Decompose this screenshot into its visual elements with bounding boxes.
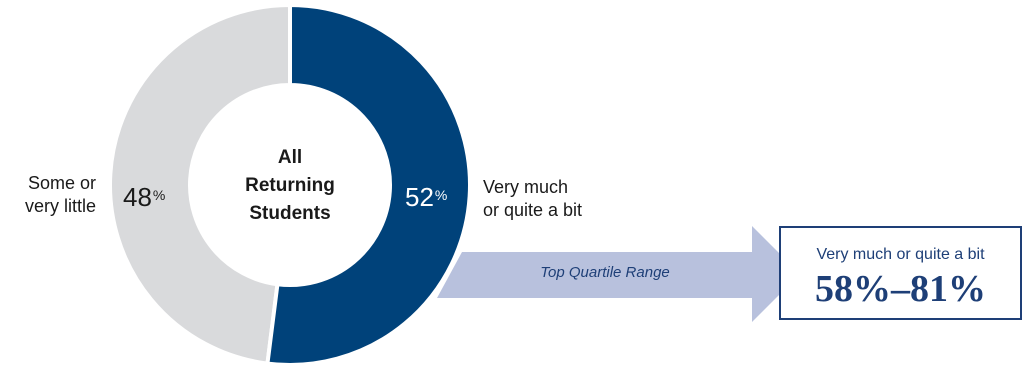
slice-label-low-line-1: Some or — [27, 173, 96, 193]
slice-value-high-suffix: % — [434, 187, 448, 203]
slice-value-low: 48 — [123, 182, 152, 212]
range-value: 58%–81% — [815, 268, 986, 310]
center-label: All Returning Students — [232, 144, 348, 228]
donut-slice-low — [108, 2, 292, 366]
slice-value-high: 52 — [405, 182, 434, 212]
arrow-label: Top Quartile Range — [540, 264, 670, 281]
donut-slice-high — [265, 2, 472, 367]
slice-label-high-line-2: or quite a bit — [483, 200, 583, 220]
range-caption: Very much or quite a bit — [816, 246, 985, 263]
center-label-line-2: Returning — [245, 175, 335, 196]
arrow-shape — [437, 226, 800, 322]
top-quartile-box: Very much or quite a bit 58%–81% — [779, 226, 1022, 320]
slice-label-high: Very much or quite a bit — [483, 176, 653, 222]
slice-value-low-suffix: % — [152, 187, 166, 203]
center-label-line-1: All — [277, 147, 303, 168]
slice-label-low: Some or very little — [8, 172, 96, 218]
slice-label-low-line-2: very little — [24, 196, 96, 216]
center-label-line-3: Students — [249, 203, 331, 224]
slice-value-label-low: 48% — [123, 182, 165, 212]
slice-value-label-high: 52% — [405, 182, 447, 212]
slice-label-high-line-1: Very much — [483, 177, 569, 197]
